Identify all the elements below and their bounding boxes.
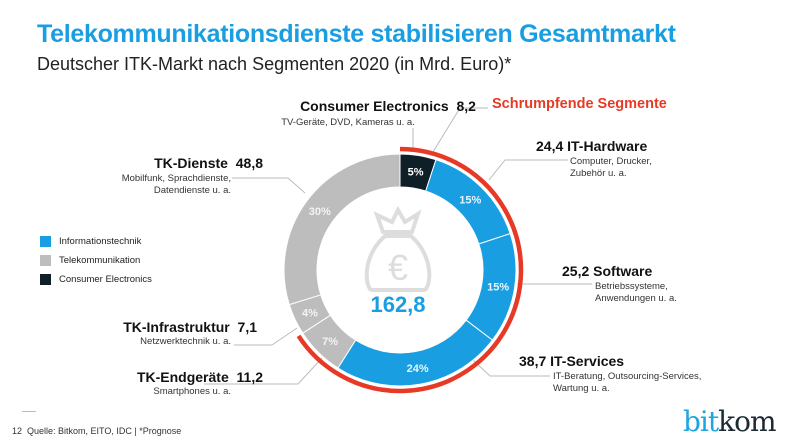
leader-line-it-hardware (488, 159, 568, 181)
label-tk-infrastruktur: TK-Infrastruktur 7,1 Netzwerktechnik u. … (123, 319, 257, 348)
legend-swatch (40, 236, 51, 247)
leader-line-tk-dienste (232, 177, 306, 194)
label-tk-endgeraete: TK-Endgeräte 11,2 Smartphones u. a. (137, 369, 263, 398)
label-tk-dienste: TK-Dienste 48,8 Mobilfunk, Sprachdienste… (122, 155, 263, 197)
legend-item-consumer-electronics: Consumer Electronics (40, 274, 152, 285)
segment-name: TK-Dienste (154, 155, 228, 171)
segment-name: IT-Hardware (567, 138, 648, 154)
segment-name: Consumer Electronics (300, 98, 449, 114)
legend-item-informationstechnik: Informationstechnik (40, 236, 141, 247)
legend-swatch (40, 255, 51, 266)
label-it-services: 38,7 IT-Services IT-Beratung, Outsourcin… (519, 353, 701, 395)
label-software: 25,2 Software Betriebssysteme, Anwendunge… (562, 263, 677, 305)
shrinking-segments-arc (296, 146, 524, 394)
segment-value: 11,2 (236, 369, 263, 385)
legend-item-telekommunikation: Telekommunikation (40, 255, 140, 266)
leader-line-tk-infrastruktur (234, 327, 298, 346)
page-number: 12 (12, 426, 23, 436)
leader-line-shrinking (432, 107, 488, 153)
legend-label: Consumer Electronics (59, 274, 152, 285)
segment-name: TK-Endgeräte (136, 369, 229, 385)
legend-label: Telekommunikation (59, 255, 141, 266)
segment-description-line: Wartung u. a. (553, 383, 610, 394)
segment-value: 24,4 (536, 138, 564, 154)
segment-description-line: Anwendungen u. a. (595, 293, 677, 304)
center-total-label: 162,8 (370, 292, 425, 317)
donut-segment-it-services (337, 319, 494, 387)
label-consumer-electronics: Consumer Electronics 8,2 TV-Geräte, DVD,… (263, 98, 513, 129)
source-note: Quelle: Bitkom, EITO, IDC | *Prognose (27, 426, 182, 436)
legend-swatch (40, 274, 51, 285)
segment-value: 48,8 (235, 155, 263, 171)
segment-description-line: Betriebssysteme, (595, 281, 668, 292)
segment-name: IT-Services (550, 353, 625, 369)
segment-description-line: IT-Beratung, Outsourcing-Services, (553, 371, 702, 382)
segment-description-line: Computer, Drucker, (570, 156, 652, 167)
label-it-hardware: 24,4 IT-Hardware Computer, Drucker, Zubeh… (536, 138, 652, 180)
footer: 12 Quelle: Bitkom, EITO, IDC | *Prognose (12, 426, 181, 436)
segment-description: Netzwerktechnik u. a. (140, 336, 231, 347)
donut-segment-tk-dienste (283, 153, 401, 306)
segment-name: Software (593, 263, 653, 279)
percent-label: 4% (302, 307, 318, 319)
page-subtitle: Deutscher ITK-Markt nach Segmenten 2020 … (37, 54, 512, 74)
segment-description-line: Datendienste u. a. (153, 185, 231, 196)
percent-label: 24% (407, 363, 429, 375)
footer-divider (22, 411, 36, 412)
svg-text:€: € (388, 247, 408, 288)
segment-value: 38,7 (519, 353, 547, 369)
percent-label: 15% (459, 195, 481, 207)
leader-line-it-services (472, 359, 550, 377)
leader-lines (204, 107, 592, 385)
segment-name: TK-Infrastruktur (123, 319, 230, 335)
percent-label: 30% (309, 206, 331, 218)
percent-label: 7% (322, 336, 338, 348)
bitkom-logo: bitkom (683, 405, 777, 438)
segment-value: 25,2 (562, 263, 590, 279)
leader-line-tk-endgeraete (204, 357, 323, 385)
segment-description-line: Zubehör u. a. (570, 168, 627, 179)
money-bag-euro-icon: € (364, 205, 432, 292)
highlight-label: Schrumpfende Segmente (492, 96, 667, 112)
segment-value: 7,1 (237, 319, 257, 335)
segment-description-line: Mobilfunk, Sprachdienste, (121, 173, 231, 184)
percent-label: 5% (408, 167, 424, 179)
page-title: Telekommunikationsdienste stabilisieren … (37, 20, 676, 48)
percent-label: 15% (487, 281, 509, 293)
legend-label: Informationstechnik (59, 236, 142, 247)
segment-description: TV-Geräte, DVD, Kameras u. a. (281, 117, 415, 128)
segment-description: Smartphones u. a. (153, 386, 231, 397)
segment-value: 8,2 (456, 98, 476, 114)
